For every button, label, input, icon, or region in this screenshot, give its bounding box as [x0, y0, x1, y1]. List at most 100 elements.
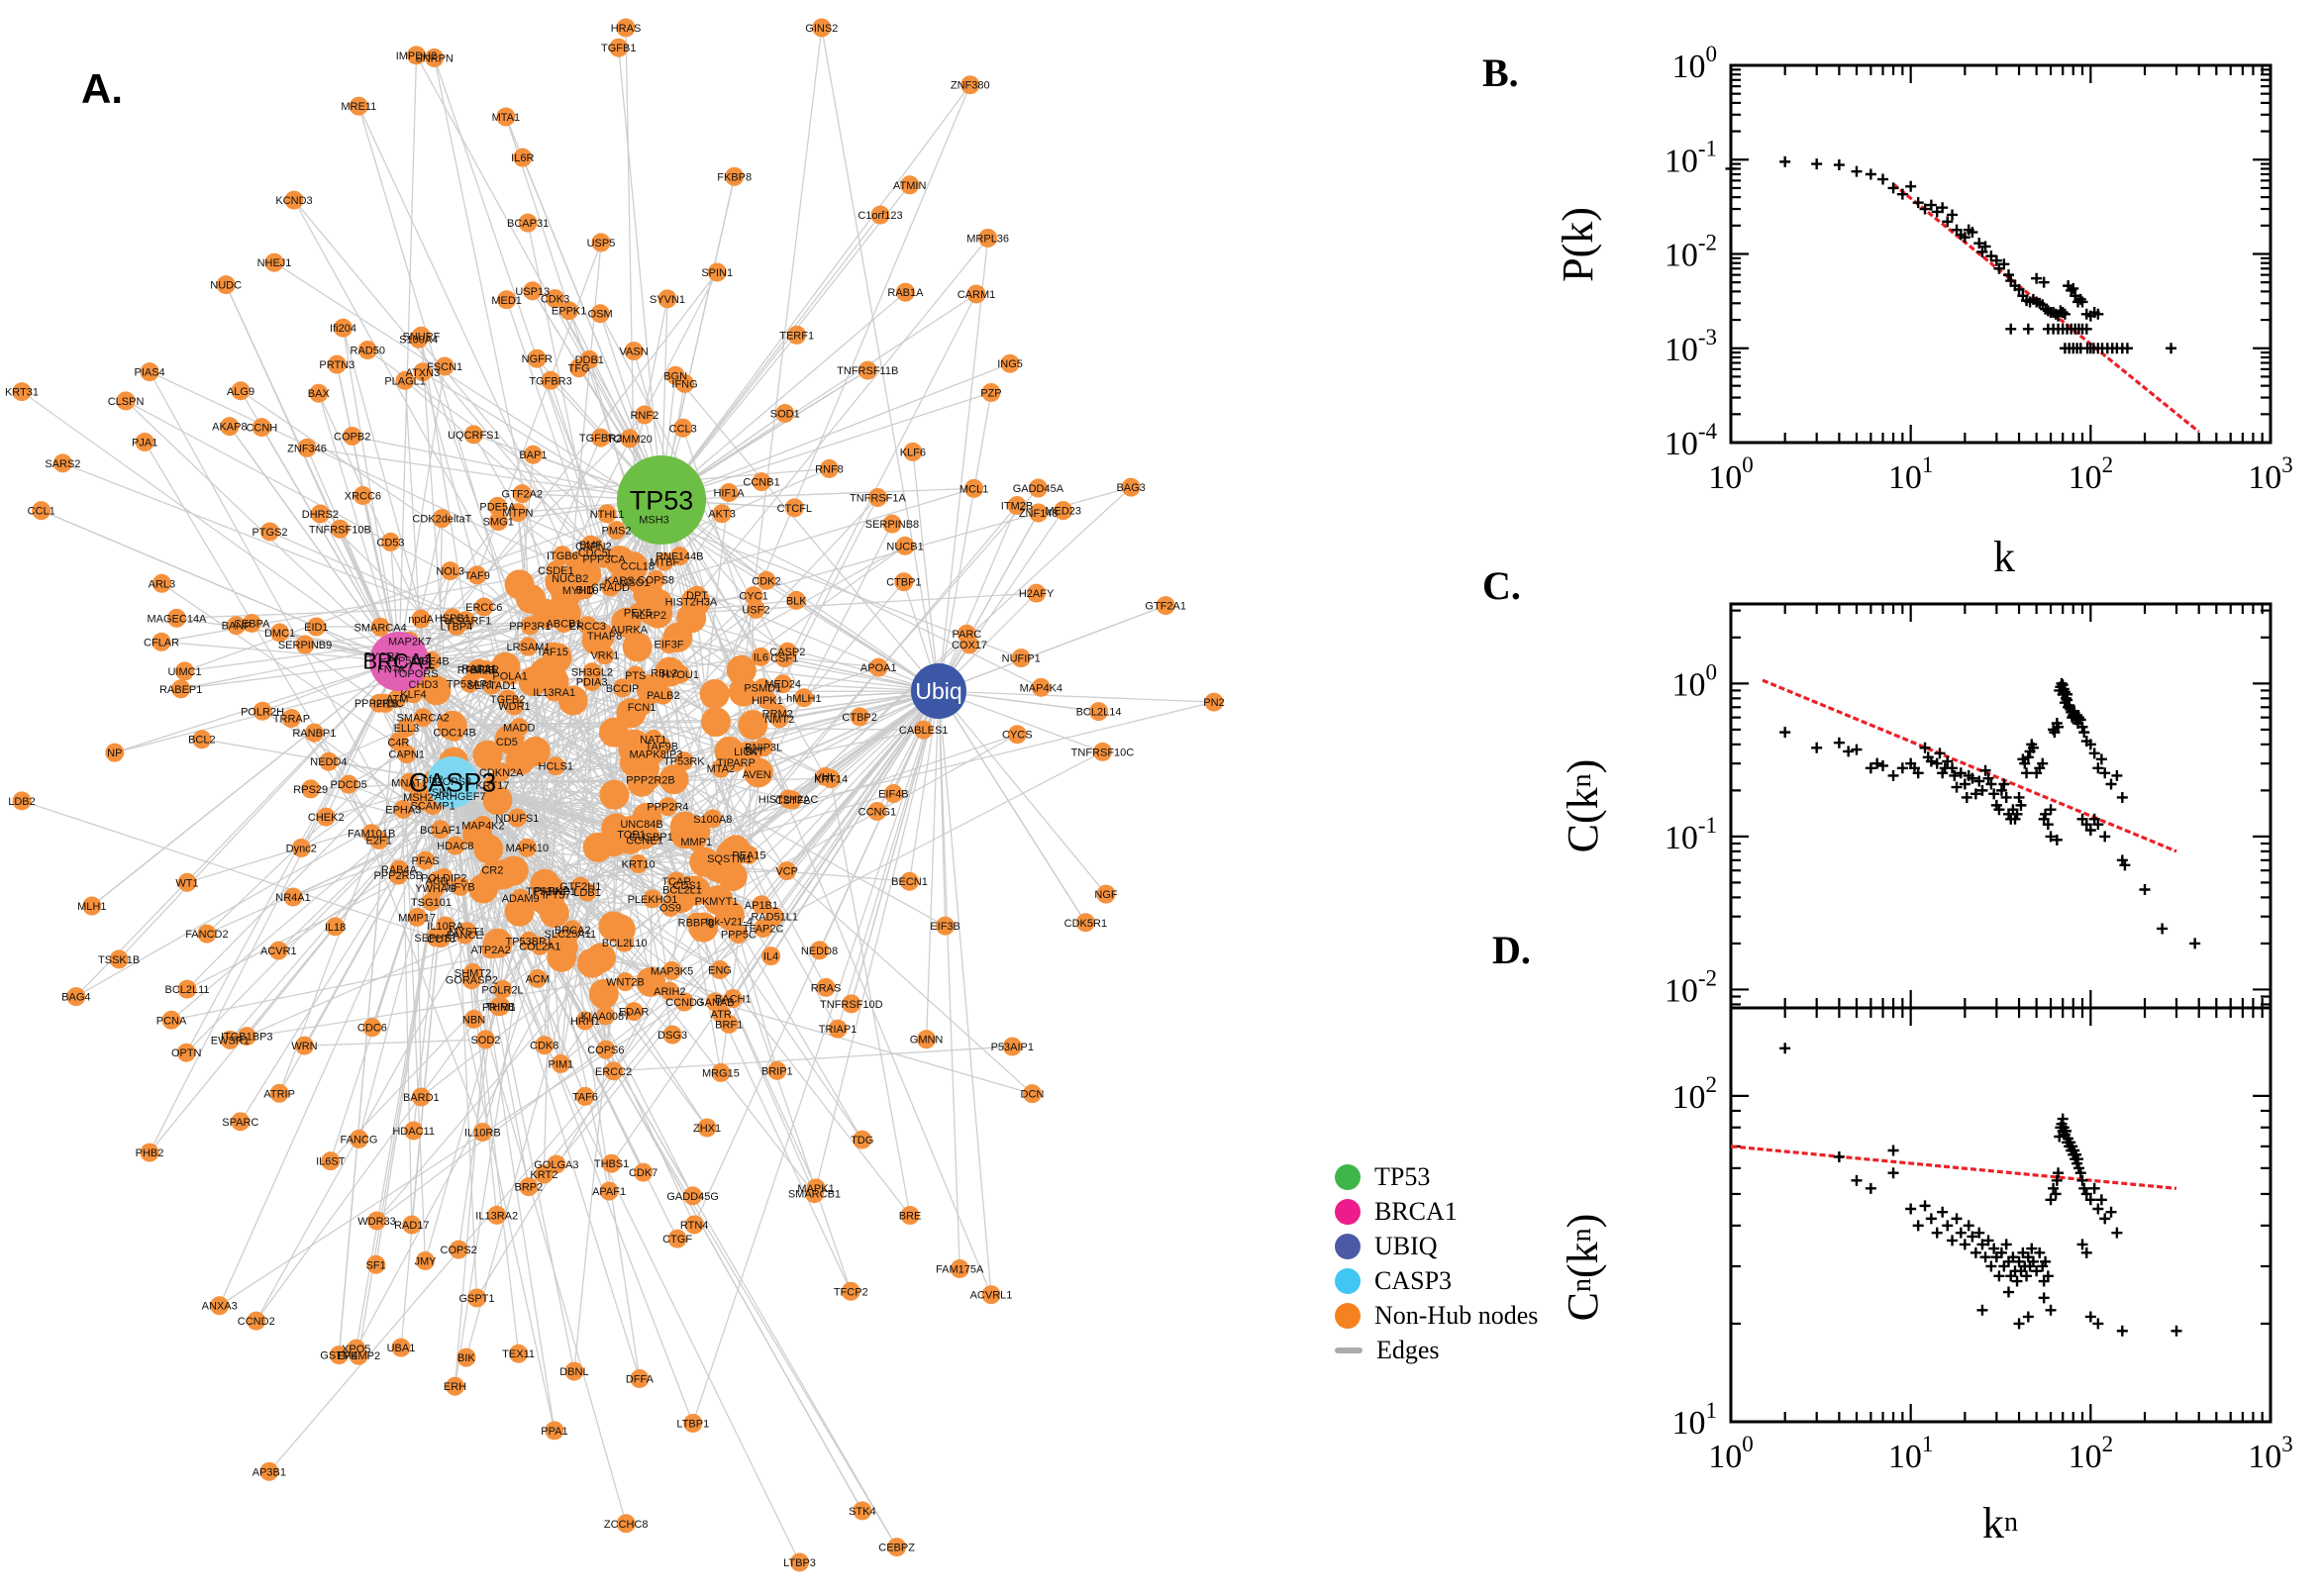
network-node: [738, 710, 768, 741]
network-node-label: BCL2L14: [1076, 707, 1122, 719]
network-node: [629, 854, 649, 874]
network-node: [369, 830, 389, 849]
network-node-label: MSH3: [639, 515, 669, 527]
network-node: [464, 1009, 484, 1029]
legend-item-label: TP53: [1374, 1162, 1431, 1191]
network-node: [473, 815, 493, 835]
network-node: [850, 707, 869, 727]
network-node-label: MMP17: [398, 912, 436, 924]
network-node: [349, 96, 368, 116]
network-node-label: SMARCB1: [788, 1189, 841, 1201]
network-node-label: UBE4B: [414, 655, 450, 667]
network-node: [624, 342, 644, 361]
network-node: [883, 784, 903, 804]
network-node-label: COPB2: [334, 431, 370, 443]
network-node: [456, 1347, 476, 1367]
network-node-label: BAG3: [1116, 482, 1145, 494]
network-node: [747, 764, 766, 784]
tick-label: 101: [1672, 1398, 1718, 1442]
network-node: [396, 718, 416, 738]
network-node-label: HIST2H3A: [665, 596, 718, 608]
network-node: [461, 970, 481, 990]
network-node-label: RAB4A: [381, 864, 418, 876]
network-node: [109, 949, 129, 969]
network-node: [1121, 477, 1141, 497]
network-node: [509, 1344, 529, 1363]
network-node: [628, 556, 648, 576]
network-node: [518, 213, 538, 233]
network-node-label: BGN: [663, 370, 687, 382]
network-node-label: COPS8: [638, 574, 674, 586]
network-node-label: DCN: [1021, 1089, 1045, 1101]
network-node-label: DHRS2: [302, 509, 339, 521]
network-node: [425, 49, 445, 68]
network-node-label: BIK: [457, 1352, 475, 1364]
network-node: [220, 1030, 240, 1049]
network-node-label: GSPT1: [458, 1293, 494, 1305]
network-node: [1007, 496, 1027, 516]
network-node-label: CYC1: [739, 591, 767, 603]
network-node: [326, 917, 346, 937]
network-node: [655, 663, 674, 683]
network-node-label: S100A4: [399, 334, 438, 346]
network-node-label: APAF1: [592, 1186, 626, 1198]
network-node-label: WDR33: [357, 1216, 396, 1228]
hub-node-ubiq: [911, 663, 966, 719]
network-node-label: PTS: [625, 670, 646, 682]
network-node: [644, 729, 663, 748]
network-node-label: KLF4: [400, 689, 426, 701]
network-node: [497, 290, 517, 310]
network-node-label: EPPK1: [552, 306, 586, 318]
network-node-label: MAP4K2: [461, 820, 504, 832]
network-node-label: PCNA: [156, 1015, 187, 1027]
network-node: [1075, 913, 1095, 933]
network-node: [177, 979, 197, 999]
network-node-label: GTF2A1: [1145, 601, 1186, 613]
network-node: [978, 228, 998, 248]
network-node-label: MAPK8IP3: [630, 748, 683, 760]
network-node: [175, 661, 195, 681]
network-node: [393, 799, 413, 819]
network-node: [607, 521, 627, 541]
network-node-label: AKT3: [708, 509, 736, 521]
network-node-label: PEX5: [624, 608, 652, 620]
network-node: [914, 720, 934, 740]
network-node-label: ERCC2: [595, 1066, 632, 1078]
network-node: [409, 329, 429, 349]
network-node-label: KRT10: [622, 859, 656, 871]
network-node: [247, 1311, 266, 1331]
network-node: [498, 689, 518, 709]
network-node-label: HCLS1: [539, 761, 573, 773]
network-node: [171, 679, 191, 699]
network-node-label: TERF1: [779, 330, 814, 342]
network-node-label: IFNG: [671, 378, 697, 390]
network-node-label: npdA: [408, 614, 434, 626]
network-node: [281, 708, 301, 728]
network-node-label: HIPK1: [752, 695, 783, 707]
network-node: [557, 685, 588, 716]
network-node: [782, 790, 802, 810]
network-node-label: PALB2: [647, 690, 679, 702]
network-node: [447, 616, 466, 636]
legend-item-label: Edges: [1376, 1336, 1440, 1364]
axis-ticks: [1729, 604, 2272, 1008]
network-node-label: SLC25A11: [545, 929, 596, 941]
network-node-label: VRK1: [590, 650, 619, 662]
network-node: [411, 609, 431, 629]
network-node-label: PIP5K1A: [388, 655, 433, 667]
legend-item-label: CASP3: [1374, 1266, 1453, 1295]
network-node-label: EPHA3: [385, 804, 421, 816]
network-node: [116, 391, 136, 411]
network-node-label: EDAR: [619, 1007, 650, 1019]
tick-labels: 100 101 102 103 100 10-1 10-2 10-3 10-4: [1665, 42, 2293, 496]
tick-label: 10-4: [1665, 419, 1718, 462]
network-node-label: PFAS: [412, 855, 440, 867]
network-node-label: VHL: [815, 771, 836, 783]
network-node-label: BAP1: [519, 449, 547, 461]
data-points: [1779, 1043, 2182, 1337]
network-node: [816, 977, 836, 997]
network-node-label: C1orf123: [858, 210, 902, 222]
network-node-label: ATXN3: [406, 367, 441, 379]
network-node-label: MTA1: [492, 112, 521, 124]
network-node-label: BLK: [786, 595, 807, 607]
